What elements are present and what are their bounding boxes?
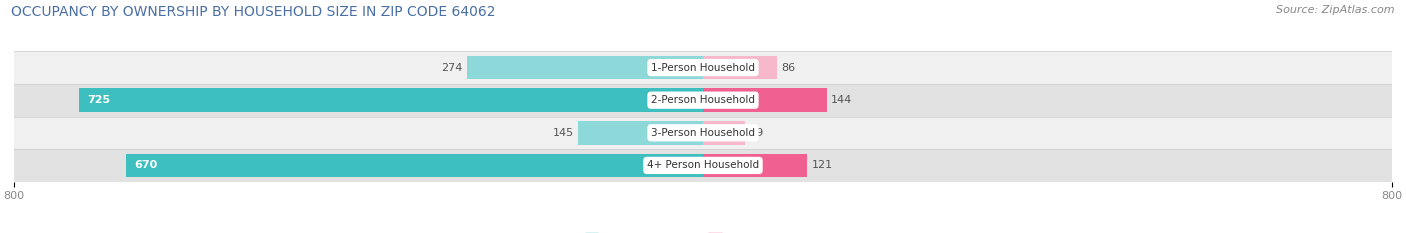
Bar <box>703 56 778 79</box>
Text: 274: 274 <box>441 63 463 72</box>
Bar <box>578 121 703 144</box>
Text: 3-Person Household: 3-Person Household <box>651 128 755 138</box>
Bar <box>14 51 1392 84</box>
Bar <box>703 89 827 112</box>
Bar <box>127 154 703 177</box>
Text: OCCUPANCY BY OWNERSHIP BY HOUSEHOLD SIZE IN ZIP CODE 64062: OCCUPANCY BY OWNERSHIP BY HOUSEHOLD SIZE… <box>11 5 496 19</box>
Bar <box>703 154 807 177</box>
Text: 725: 725 <box>87 95 111 105</box>
Bar <box>467 56 703 79</box>
Bar <box>14 116 1392 149</box>
Bar <box>14 149 1392 182</box>
Text: 670: 670 <box>135 161 157 170</box>
Text: 1-Person Household: 1-Person Household <box>651 63 755 72</box>
Bar <box>703 121 745 144</box>
Legend: Owner-occupied, Renter-occupied: Owner-occupied, Renter-occupied <box>581 229 825 233</box>
Text: 2-Person Household: 2-Person Household <box>651 95 755 105</box>
Text: 121: 121 <box>811 161 832 170</box>
Text: 49: 49 <box>749 128 763 138</box>
Bar <box>14 84 1392 116</box>
Text: 145: 145 <box>553 128 574 138</box>
Bar <box>79 89 703 112</box>
Text: Source: ZipAtlas.com: Source: ZipAtlas.com <box>1277 5 1395 15</box>
Text: 86: 86 <box>782 63 796 72</box>
Text: 144: 144 <box>831 95 852 105</box>
Text: 4+ Person Household: 4+ Person Household <box>647 161 759 170</box>
